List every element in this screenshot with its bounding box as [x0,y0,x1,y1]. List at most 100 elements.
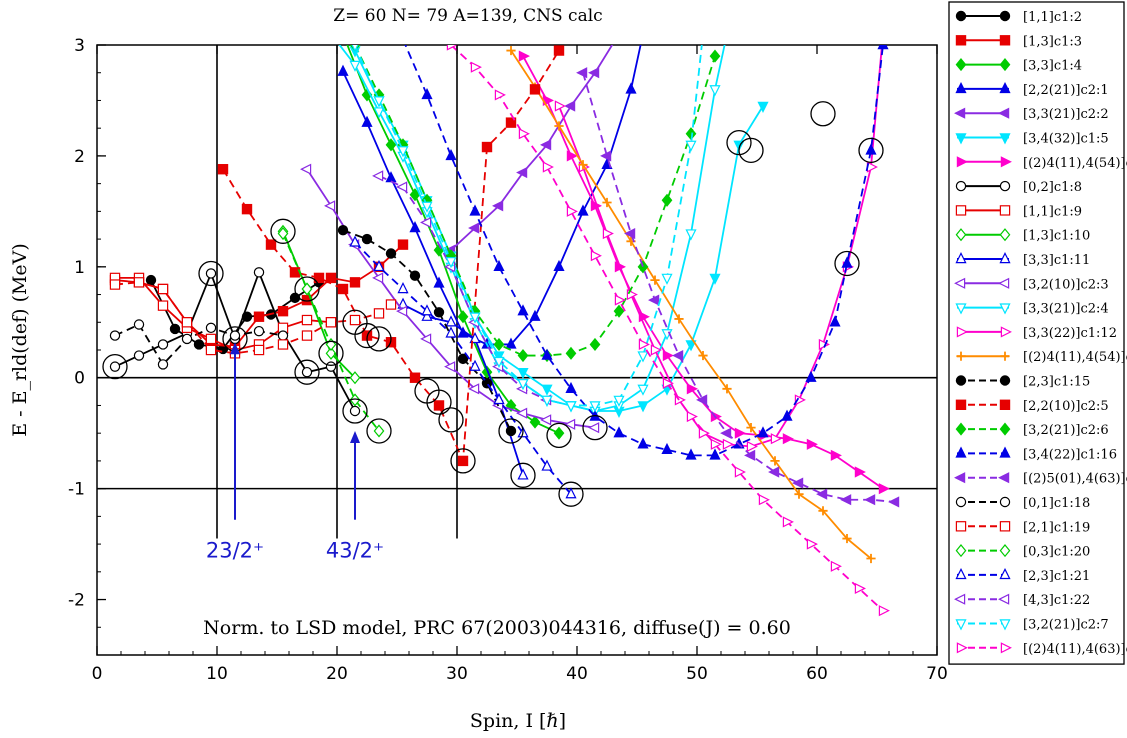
legend-entry: [3,3(21)]c2:2 [954,107,1109,122]
data-point [878,483,890,495]
data-point [421,309,433,321]
data-point [505,337,517,349]
data-point [517,349,529,363]
data-point [157,283,169,295]
data-point [469,204,481,216]
data-point [589,337,601,351]
data-point [955,446,967,458]
data-point [661,442,673,455]
data-point [373,107,385,119]
data-point [385,138,397,152]
data-point [999,496,1011,508]
data-point [529,415,541,429]
data-point [794,489,804,499]
data-point [956,326,968,338]
y-tick-label: 1 [74,258,85,278]
data-point [999,619,1011,631]
data-point [385,299,397,310]
legend-entry: [2,3]c1:15 [955,375,1090,390]
data-point [372,170,384,182]
highlight-circle [318,340,344,366]
data-point [602,197,612,208]
y-tick-label: 0 [74,369,85,389]
legend-label: [3,3]c1:4 [1023,59,1082,74]
data-point [566,150,578,162]
series-line [510,50,872,560]
series-21 [109,277,397,359]
data-point [505,398,517,412]
data-point [662,349,674,362]
data-point [781,409,793,421]
data-point [433,276,445,288]
data-point [698,30,707,39]
data-point [734,466,746,478]
data-point [661,273,673,285]
data-point [351,45,359,52]
data-point [955,567,967,580]
data-point [373,96,385,108]
data-point [613,29,622,38]
data-point [818,506,828,516]
data-point [324,200,336,212]
data-point [806,538,818,550]
data-point [181,317,193,328]
series-14 [506,45,876,564]
data-point [337,283,349,295]
legend-label: [1,3]c1:10 [1023,229,1090,244]
data-point [289,267,301,278]
data-point [662,377,674,389]
data-point [954,107,966,119]
data-point [540,139,552,151]
data-point [541,395,553,407]
data-point [469,359,481,371]
data-point [457,310,469,324]
data-point [854,466,866,478]
data-point [193,339,205,350]
data-point [468,383,480,395]
data-point [999,81,1011,94]
highlight-circle [810,101,836,127]
data-point [956,642,968,654]
spin-arrows: 23/2⁺ 43/2⁺ [206,342,384,562]
data-point [469,331,481,344]
data-point [349,393,361,407]
legend-label: [0,1]c1:18 [1023,496,1090,511]
legend-entry: [(2)4(11),4(54)]c3:1 [956,156,1127,171]
data-point [600,150,612,162]
highlight-circle [546,422,572,449]
data-point [999,567,1011,580]
data-point [349,60,361,72]
data-point [241,203,253,215]
legend-entry: [0,1]c1:18 [955,496,1090,511]
data-point [565,401,577,413]
data-point [956,351,966,361]
data-point [955,10,967,22]
legend-label: [3,4(32)]c1:5 [1023,132,1109,147]
highlight-circle [558,481,584,507]
data-point [955,521,967,532]
data-point [217,164,229,175]
series-12 [338,45,726,418]
data-point [313,272,325,284]
data-point [277,339,289,350]
data-point [878,605,890,617]
data-point [481,141,493,153]
data-point [301,366,313,378]
data-point [205,344,217,356]
data-point [954,593,966,605]
data-point [397,239,409,250]
legend-label: [1,3]c1:3 [1023,34,1082,49]
data-point [999,10,1011,22]
data-point [325,337,337,351]
series-line [354,45,716,357]
data-point [830,449,842,461]
data-point [349,405,361,417]
data-point [277,305,289,317]
data-point [1000,156,1012,168]
legend-entry: [(2)4(11),4(63)]c3:4 [956,642,1127,657]
data-point [955,81,967,94]
data-point [265,239,277,250]
data-point [133,277,145,288]
data-point [661,193,673,207]
